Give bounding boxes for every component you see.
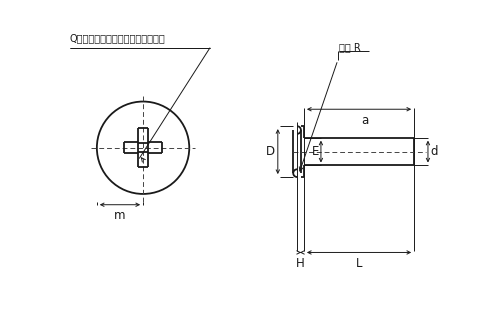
Text: d: d	[430, 145, 438, 158]
Text: m: m	[114, 209, 126, 222]
Text: H: H	[296, 257, 305, 270]
Text: 自然 R: 自然 R	[340, 43, 361, 52]
Text: D: D	[266, 145, 274, 158]
Text: a: a	[362, 114, 369, 127]
Text: Q十字穴寸法はハイオス規格に依る: Q十字穴寸法はハイオス規格に依る	[70, 33, 166, 43]
Text: E: E	[312, 145, 320, 158]
Text: L: L	[356, 257, 362, 270]
